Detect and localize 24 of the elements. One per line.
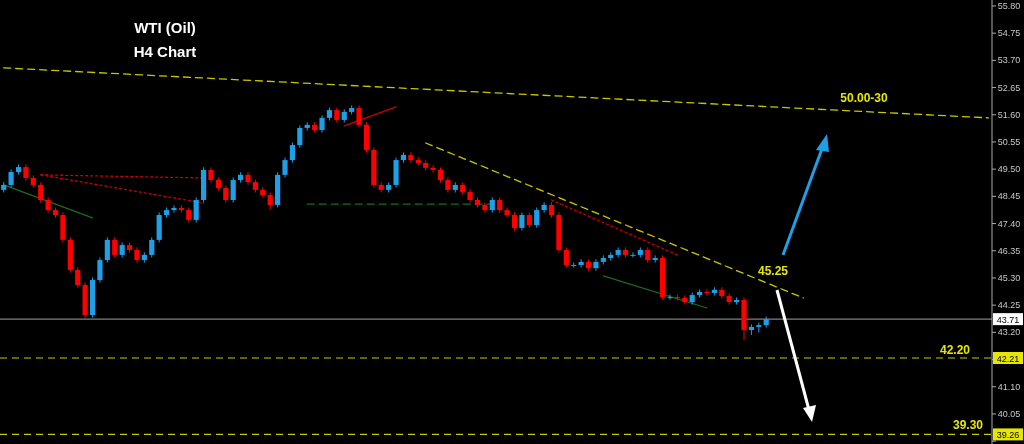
annotation: 42.20 [939,343,971,357]
y-tick-label: 49.50 [997,164,1021,175]
annotation: 45.25 [757,264,789,278]
y-tick-label: 48.45 [997,191,1021,202]
y-tick-label: 50.55 [997,136,1021,147]
annotation: 39.30 [952,418,984,432]
y-tick-label: 43.20 [997,327,1021,338]
y-tick-label: 54.75 [997,28,1021,39]
ref-line-label: 42.21 [996,354,1020,364]
y-tick-label: 47.40 [997,218,1021,229]
y-tick-label: 41.10 [997,381,1021,392]
y-tick-label: 45.30 [997,272,1021,283]
text: WTI (Oil) [134,19,196,36]
ref-line-label: 43.71 [996,315,1020,326]
y-tick-label: 55.80 [997,0,1021,11]
y-tick-label: 53.70 [997,55,1021,66]
text: H4 Chart [133,43,197,60]
y-tick-label: 52.65 [997,82,1021,93]
y-tick-label: 46.35 [997,245,1021,256]
y-tick-label: 40.05 [997,408,1021,419]
ref-line-label: 39.26 [996,430,1020,441]
y-tick-label: 51.60 [997,109,1021,120]
annotation: 50.00-30 [840,91,889,105]
y-tick-label: 44.25 [997,300,1021,311]
